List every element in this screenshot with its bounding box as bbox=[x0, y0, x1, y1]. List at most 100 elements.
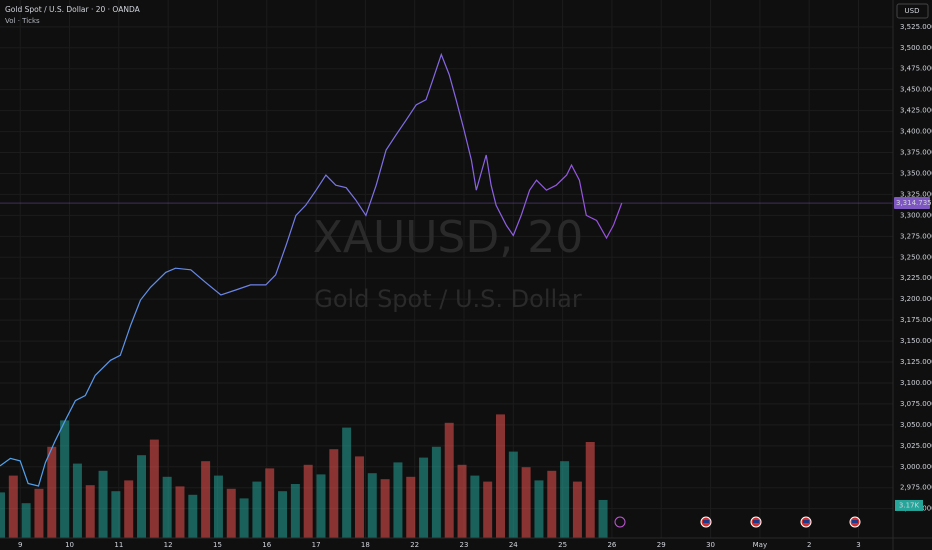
volume-bar bbox=[393, 462, 403, 538]
x-tick-label: 30 bbox=[706, 541, 715, 549]
x-tick-label: 16 bbox=[262, 541, 271, 549]
volume-bar bbox=[47, 446, 57, 538]
y-tick-label: 3,100.000 bbox=[900, 379, 932, 387]
x-tick-label: 26 bbox=[607, 541, 616, 549]
x-tick-label: 17 bbox=[312, 541, 321, 549]
volume-bar bbox=[406, 476, 416, 538]
volume-bar bbox=[137, 455, 147, 538]
volume-bar bbox=[213, 475, 223, 538]
y-tick-label: 3,525.000 bbox=[900, 23, 932, 31]
volume-bar bbox=[239, 498, 249, 538]
currency[interactable]: USD bbox=[905, 7, 920, 15]
volume-label-bg bbox=[895, 499, 923, 511]
volume-bar bbox=[226, 488, 236, 538]
volume-last-label: 3.17K bbox=[899, 501, 920, 509]
event-flag bbox=[753, 520, 759, 523]
last-price-bg bbox=[894, 197, 930, 210]
x-tick-label: 18 bbox=[361, 541, 370, 549]
x-tick-label: 23 bbox=[460, 541, 469, 549]
volume-bar bbox=[60, 420, 70, 538]
volume-bar bbox=[572, 481, 582, 538]
y-tick-label: 3,025.000 bbox=[900, 442, 932, 450]
volume-bar bbox=[72, 463, 82, 538]
volume-bar bbox=[175, 486, 185, 538]
volume-bar bbox=[162, 476, 172, 538]
x-tick-label: 11 bbox=[114, 541, 123, 549]
y-tick-label: 3,150.000 bbox=[900, 337, 932, 345]
y-tick-label: 3,425.000 bbox=[900, 107, 932, 115]
volume-bar bbox=[0, 492, 5, 538]
x-tick-label: 24 bbox=[509, 541, 518, 549]
volume-bar bbox=[316, 474, 326, 538]
volume-bar bbox=[431, 446, 441, 538]
x-tick-label: 3 bbox=[856, 541, 860, 549]
y-tick-label: 3,225.000 bbox=[900, 274, 932, 282]
volume-bar bbox=[470, 475, 480, 538]
volume-bar bbox=[380, 479, 390, 538]
lightning-icon bbox=[614, 516, 626, 528]
volume-bar bbox=[303, 464, 313, 538]
event-flag bbox=[852, 520, 858, 523]
volume-bar bbox=[534, 480, 544, 538]
y-tick-label: 3,500.000 bbox=[900, 44, 932, 52]
x-tick-label: 29 bbox=[657, 541, 666, 549]
y-tick-label: 3,375.000 bbox=[900, 149, 932, 157]
volume-bar bbox=[496, 414, 505, 538]
y-tick-label: 3,075.000 bbox=[900, 400, 932, 408]
event-flag bbox=[803, 520, 809, 523]
volume-bar bbox=[585, 442, 595, 538]
volume-bar bbox=[265, 468, 275, 538]
volume-bar bbox=[111, 491, 121, 538]
y-tick-label: 3,200.000 bbox=[900, 295, 932, 303]
volume-bar bbox=[252, 481, 262, 538]
volume-bar bbox=[21, 503, 31, 538]
x-tick-label: 15 bbox=[213, 541, 222, 549]
volume-bar bbox=[419, 457, 429, 538]
y-tick-label: 3,125.000 bbox=[900, 358, 932, 366]
volume-bar bbox=[85, 485, 95, 538]
volume-bar bbox=[354, 456, 364, 538]
volume-bar bbox=[342, 427, 352, 538]
x-tick-label: 2 bbox=[807, 541, 811, 549]
y-tick-label: 3,450.000 bbox=[900, 86, 932, 94]
symbol-title: Gold Spot / U.S. Dollar · 20 · OANDA bbox=[5, 5, 141, 14]
currency-button[interactable] bbox=[896, 3, 929, 19]
watermark-name: Gold Spot / U.S. Dollar bbox=[314, 285, 582, 313]
x-tick-label: 12 bbox=[164, 541, 173, 549]
y-tick-label: 2,975.000 bbox=[900, 484, 932, 492]
y-tick-label: 3,000.000 bbox=[900, 463, 932, 471]
x-tick-label: 22 bbox=[410, 541, 419, 549]
y-tick-label: 3,250.000 bbox=[900, 253, 932, 261]
volume-bar bbox=[34, 488, 44, 538]
y-tick-label: 3,175.000 bbox=[900, 316, 932, 324]
y-tick-label: 3,325.000 bbox=[900, 190, 932, 198]
volume-bar bbox=[598, 499, 608, 538]
volume-bar bbox=[329, 449, 339, 538]
volume-bar bbox=[124, 480, 134, 538]
volume-bar bbox=[483, 481, 493, 538]
volume-bar bbox=[290, 484, 300, 538]
volume-bar bbox=[98, 470, 108, 538]
x-tick-label: May bbox=[753, 541, 767, 549]
volume-bar bbox=[560, 461, 570, 538]
volume-bar bbox=[8, 475, 18, 538]
x-tick-label: 10 bbox=[65, 541, 74, 549]
y-tick-label: 3,300.000 bbox=[900, 211, 932, 219]
volume-bar bbox=[149, 439, 159, 538]
volume-bar bbox=[278, 491, 288, 538]
indicator-label: Vol · Ticks bbox=[5, 17, 40, 25]
volume-bar bbox=[188, 494, 198, 538]
last-price-label: 3,314.735 bbox=[896, 199, 932, 207]
y-tick-label: 3,475.000 bbox=[900, 65, 932, 73]
watermark-symbol: XAUUSD, 20 bbox=[313, 212, 583, 263]
x-tick-label: 9 bbox=[18, 541, 22, 549]
volume-bar bbox=[521, 467, 531, 538]
event-flag bbox=[703, 520, 709, 523]
volume-bar bbox=[201, 461, 211, 538]
volume-bar bbox=[547, 470, 557, 538]
y-tick-label: 3,400.000 bbox=[900, 128, 932, 136]
volume-bar bbox=[367, 473, 377, 538]
y-tick-label: 3,050.000 bbox=[900, 421, 932, 429]
volume-bar bbox=[508, 451, 518, 538]
